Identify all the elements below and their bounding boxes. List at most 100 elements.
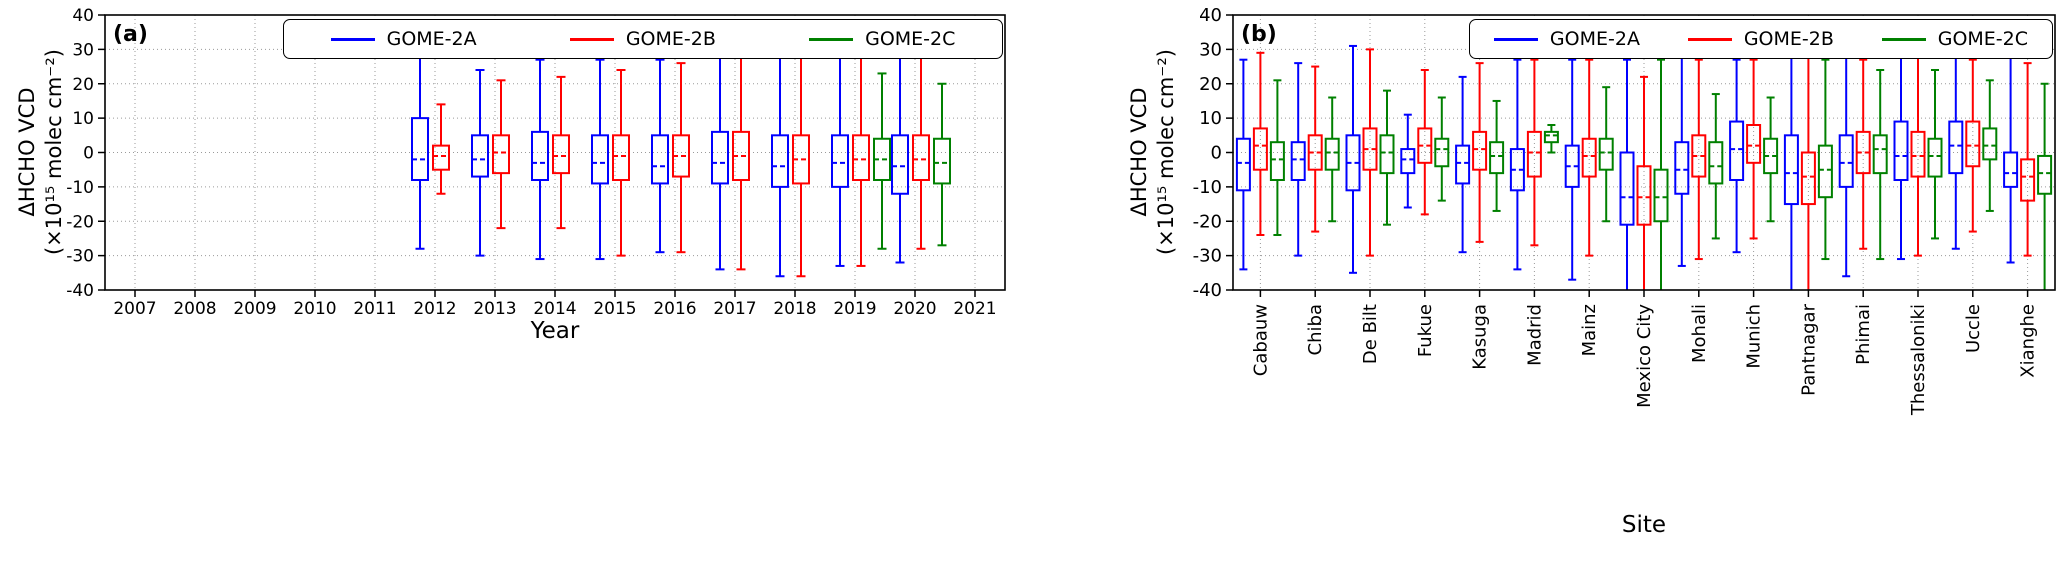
x-axis-title-b: Site xyxy=(1621,512,1667,538)
iqr-box xyxy=(1581,137,1597,178)
iqr-box xyxy=(891,134,909,195)
legend-entry-gome-2b: GOME-2B xyxy=(569,28,716,50)
iqr-box xyxy=(552,134,570,175)
box-gome-2c-pantnagar xyxy=(1817,58,1833,261)
iqr-box xyxy=(1965,120,1981,168)
box-gome-2b-mohali xyxy=(1691,58,1707,261)
iqr-box xyxy=(1290,141,1306,181)
series-gome-2c xyxy=(1269,58,2053,290)
iqr-box xyxy=(1800,151,1816,206)
legend-label-gome-2a: GOME-2A xyxy=(386,28,477,50)
y-tick-label: -10 xyxy=(1193,177,1222,198)
iqr-box xyxy=(1379,134,1395,175)
box-gome-2b-chiba xyxy=(1307,65,1323,233)
box-gome-2c-xianghe xyxy=(2037,82,2053,290)
x-tick-label: Kasuga xyxy=(1470,304,1491,370)
legend-entry-gome-2c: GOME-2C xyxy=(809,28,955,50)
box-gome-2c-chiba xyxy=(1324,96,1340,223)
series-gome-2b xyxy=(1252,44,2036,290)
iqr-box xyxy=(1872,134,1888,175)
legend-entry-gome-2b: GOME-2B xyxy=(1687,28,1834,50)
iqr-box xyxy=(1893,120,1909,181)
box-gome-2c-fukue xyxy=(1434,96,1450,202)
series-gome-2a xyxy=(1235,41,2019,290)
panel-b: 40 30 20 10 0 -10 -20 -30 -40 Cabauw Chiba De Bilt F… xyxy=(1033,0,2066,564)
box-gome-2c-uccle xyxy=(1982,79,1998,212)
iqr-box xyxy=(1729,120,1745,181)
x-tick-label: Xianghe xyxy=(2018,304,2039,378)
boxplot-series xyxy=(1235,41,2053,290)
y-axis-title-b-line1: ΔHCHO VCD xyxy=(1127,87,1151,217)
box-gome-2c-de-bilt xyxy=(1379,89,1395,226)
box-gome-2a-2017 xyxy=(711,48,729,271)
gome-2c-line-swatch xyxy=(809,37,854,41)
box-gome-2b-2014 xyxy=(552,75,570,230)
iqr-box xyxy=(2037,154,2053,195)
x-tick-label: 2007 xyxy=(113,299,156,319)
iqr-box xyxy=(1324,137,1340,171)
box-gome-2b-kasuga xyxy=(1472,62,1488,243)
iqr-box xyxy=(1674,141,1690,195)
iqr-box xyxy=(651,134,669,185)
x-tick-label: 2019 xyxy=(833,299,876,319)
x-tick-label: Cabauw xyxy=(1250,304,1271,376)
y-tick-label: 10 xyxy=(1199,108,1222,129)
iqr-box xyxy=(1783,134,1799,206)
series-gome-2a xyxy=(411,48,909,278)
legend-entry-gome-2a: GOME-2A xyxy=(330,28,477,50)
box-gome-2b-uccle xyxy=(1965,58,1981,233)
y-tick-label: -40 xyxy=(66,281,94,301)
x-tick-label: Thessaloniki xyxy=(1908,304,1929,416)
x-tick-label: Mohali xyxy=(1689,304,1710,363)
y-tick-label: 20 xyxy=(1199,74,1222,95)
x-tick-label: 2011 xyxy=(353,299,396,319)
box-gome-2c-cabauw xyxy=(1269,79,1285,236)
box-gome-2b-cabauw xyxy=(1252,51,1268,236)
box-gome-2a-mohali xyxy=(1674,48,1690,267)
x-tick-label: Chiba xyxy=(1305,304,1326,355)
iqr-box xyxy=(1636,165,1652,226)
y-axis-title-b: ΔHCHO VCD (×10¹⁵ molec cm⁻²) xyxy=(1126,49,1180,255)
x-tick-label: Mainz xyxy=(1579,304,1600,356)
iqr-box xyxy=(1526,130,1542,178)
box-gome-2b-2012 xyxy=(432,103,450,195)
y-tick-label: -10 xyxy=(66,178,94,198)
y-tick-label: 20 xyxy=(72,75,94,95)
panel-a-label: (a) xyxy=(113,22,148,47)
y-axis-title-a-line1: ΔHCHO VCD xyxy=(15,87,39,217)
iqr-box xyxy=(591,134,609,185)
iqr-box xyxy=(1252,127,1268,171)
y-tick-label: 10 xyxy=(72,109,94,129)
x-tick-label: 2014 xyxy=(533,299,576,319)
box-gome-2a-2020 xyxy=(891,55,909,264)
box-gome-2a-2015 xyxy=(591,58,609,261)
axis-ticks xyxy=(1226,14,2029,297)
box-gome-2a-munich xyxy=(1729,58,1745,254)
x-tick-label: 2010 xyxy=(293,299,336,319)
box-gome-2b-2020 xyxy=(912,55,930,250)
x-tick-label: De Bilt xyxy=(1360,304,1381,364)
box-gome-2a-mexico-city xyxy=(1619,58,1635,290)
box-gome-2c-mohali xyxy=(1708,93,1724,240)
box-gome-2a-2014 xyxy=(531,58,549,261)
box-gome-2c-thessaloniki xyxy=(1927,69,1943,240)
x-tick-label: 2012 xyxy=(413,299,456,319)
box-gome-2b-thessaloniki xyxy=(1910,55,1926,257)
box-gome-2a-2016 xyxy=(651,58,669,254)
legend-b: GOME-2A GOME-2B GOME-2C xyxy=(1469,19,2053,59)
x-tick-label: Uccle xyxy=(1963,304,1984,353)
box-gome-2a-cabauw xyxy=(1235,58,1251,271)
iqr-box xyxy=(831,134,849,188)
y-axis-title-b-line2: (×10¹⁵ molec cm⁻²) xyxy=(1154,48,1178,256)
y-tick-label: 40 xyxy=(1199,5,1222,26)
x-tick-label: 2016 xyxy=(653,299,696,319)
box-gome-2a-uccle xyxy=(1948,55,1964,250)
box-gome-2b-xianghe xyxy=(2020,62,2036,257)
legend-label-gome-2c: GOME-2C xyxy=(1937,28,2029,50)
box-gome-2b-pantnagar xyxy=(1800,44,1816,290)
box-gome-2b-phimai xyxy=(1855,58,1871,250)
iqr-box xyxy=(1455,144,1471,185)
box-gome-2a-2013 xyxy=(471,69,489,257)
